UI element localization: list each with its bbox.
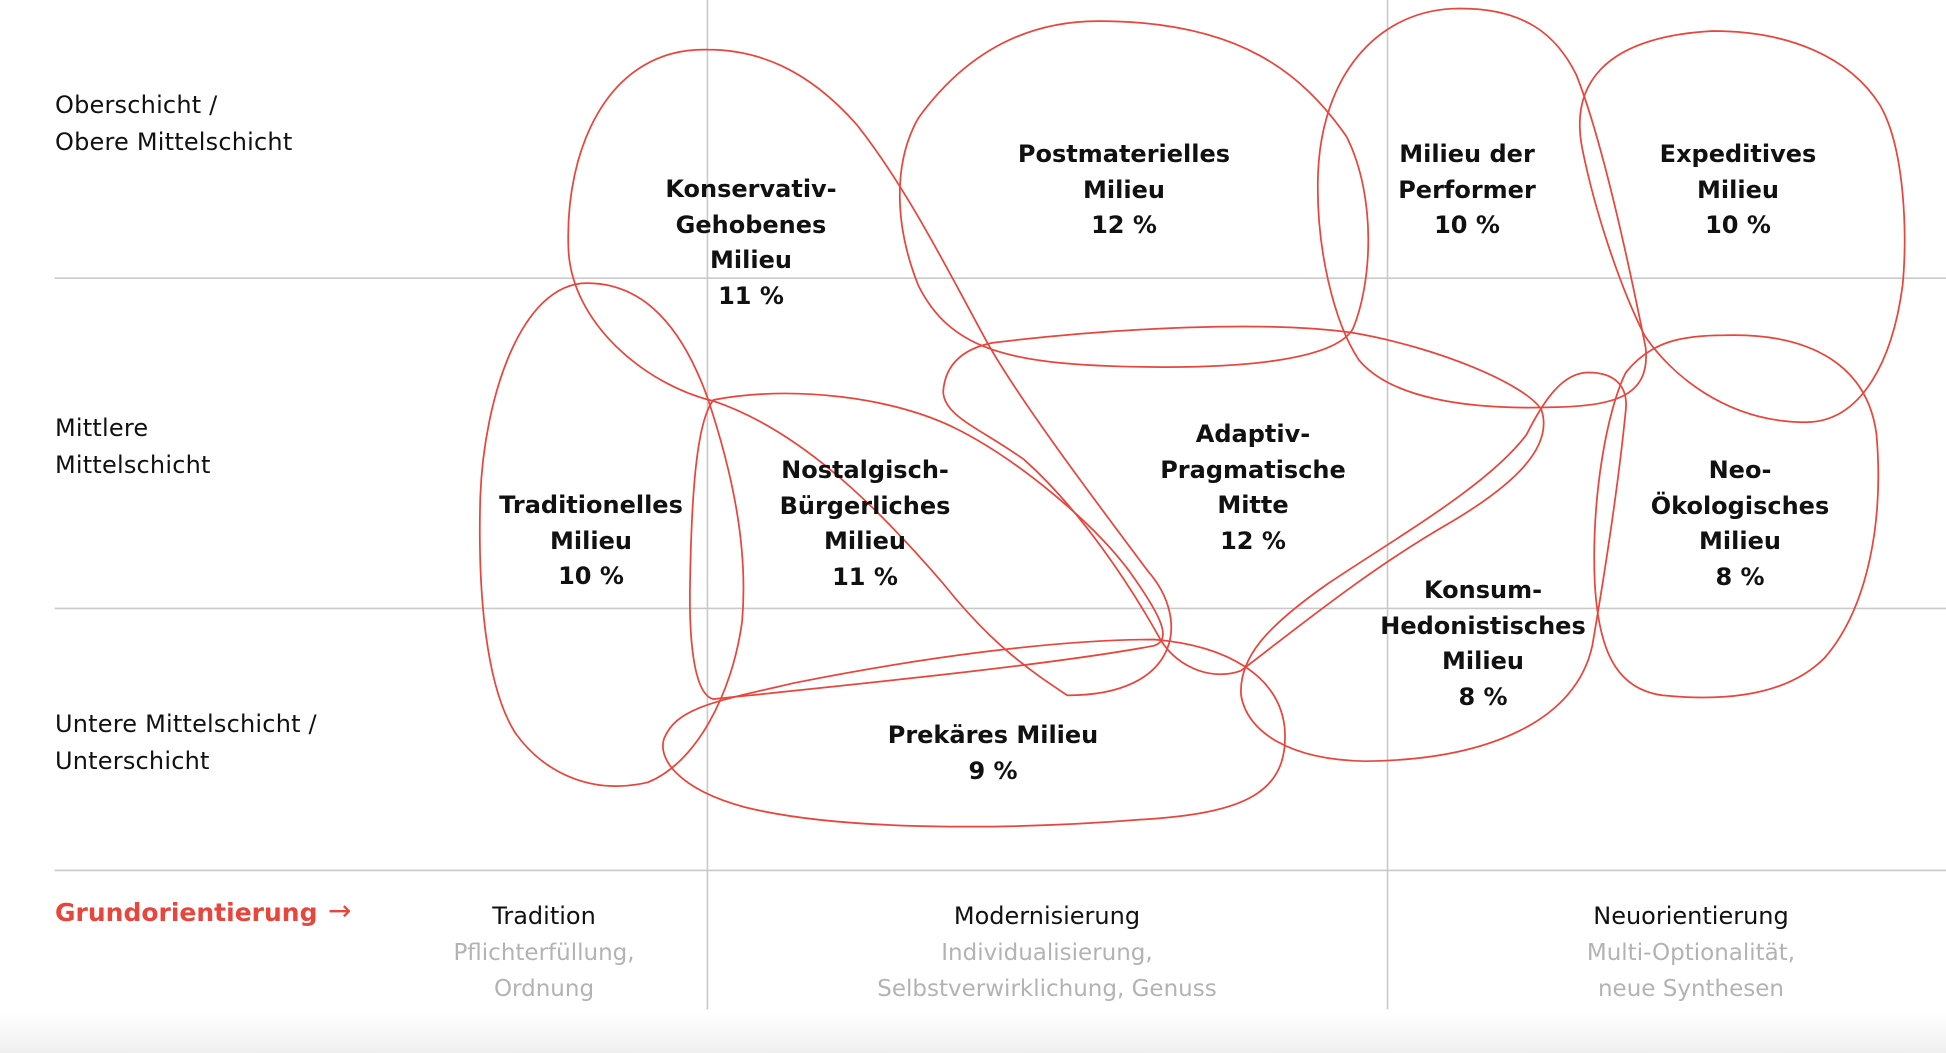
milieu-share: 10 % [1434, 211, 1500, 239]
milieu-name-line: Postmaterielles [1017, 140, 1231, 168]
milieu-konservativ-gehobenes: Konservativ- Gehobenes Milieu 11 % [665, 172, 836, 314]
milieu-share: 8 % [1458, 682, 1508, 711]
blob-konservativ-gehobenes [567, 48, 1172, 697]
blob-konsum-hedonistisches [1240, 371, 1627, 763]
milieu-name-line: Ökologisches [1650, 491, 1830, 520]
milieu-traditionelles: Traditionelles Milieu 10 % [499, 488, 683, 595]
milieu-nostalgisch-buergerliches: Nostalgisch- Bürgerliches Milieu 11 % [780, 453, 951, 595]
milieu-name-line: Hedonistisches [1380, 611, 1586, 640]
bottom-fade [0, 1012, 1946, 1053]
blob-nostalgisch-buergerliches [689, 392, 1164, 700]
milieu-name-line: Expeditives [1659, 140, 1817, 168]
milieu-postmaterielles: Postmaterielles Milieu 12 % [1018, 137, 1230, 244]
milieu-share: 9 % [968, 756, 1018, 785]
orientation-subtitle: Pflichterfüllung, [453, 940, 635, 966]
milieu-share: 11 % [832, 562, 898, 591]
orientation-title: Modernisierung [953, 902, 1141, 930]
row-label-upper-line2: Obere Mittelschicht [55, 128, 293, 156]
milieu-name-line: Milieu [1697, 175, 1779, 204]
row-label-upper: Oberschicht / Obere Mittelschicht [55, 87, 292, 161]
milieu-share: 10 % [558, 562, 624, 590]
orientation-title: Tradition [492, 902, 596, 930]
orientation-title: Neuorientierung [1593, 902, 1789, 930]
blob-postmaterielles [898, 20, 1370, 368]
orientation-subtitle: neue Synthesen [1597, 976, 1784, 1002]
milieu-name-line: Milieu [710, 246, 792, 274]
orientation-subtitle: Ordnung [493, 976, 595, 1002]
blob-expeditives [1578, 30, 1906, 424]
milieu-share: 12 % [1220, 526, 1286, 555]
milieu-name-line: Traditionelles [499, 491, 683, 519]
milieu-name-line: Mitte [1217, 491, 1289, 519]
milieu-share: 8 % [1715, 562, 1765, 591]
row-label-upper-line1: Oberschicht / [55, 91, 218, 119]
orientation-subtitle: Selbstverwirklichung, Genuss [877, 976, 1217, 1002]
milieu-name-line: Konservativ- [665, 175, 837, 203]
milieu-performer: Milieu der Performer 10 % [1398, 137, 1536, 244]
milieu-name-line: Adaptiv- [1195, 420, 1311, 448]
milieu-name-line: Konsum- [1423, 576, 1543, 604]
milieu-prekaeres: Prekäres Milieu 9 % [888, 718, 1099, 789]
milieu-expeditives: Expeditives Milieu 10 % [1660, 137, 1817, 244]
blob-performer [1316, 7, 1647, 409]
milieu-name-line: Nostalgisch- [781, 456, 949, 484]
blob-adaptiv-pragmatische [942, 325, 1545, 676]
milieu-name-line: Prekäres Milieu [887, 721, 1099, 749]
orientation-tradition: Tradition Pflichterfüllung, Ordnung [453, 898, 634, 1008]
orientation-neuorientierung: Neuorientierung Multi-Optionalität, neue… [1587, 898, 1795, 1008]
milieu-name-line: Milieu [550, 526, 632, 555]
blob-prekaeres [662, 638, 1286, 828]
milieu-neo-oekologisches: Neo- Ökologisches Milieu 8 % [1651, 453, 1830, 595]
row-label-lower: Untere Mittelschicht / Unterschicht [55, 706, 317, 780]
milieu-share: 12 % [1091, 211, 1157, 239]
milieu-share: 11 % [718, 281, 784, 310]
milieu-share: 10 % [1705, 211, 1771, 239]
orientation-subtitle: Multi-Optionalität, [1586, 940, 1796, 966]
row-label-middle-line2: Mittelschicht [55, 451, 211, 479]
milieu-name-line: Gehobenes [675, 210, 827, 239]
row-label-lower-line1: Untere Mittelschicht / [55, 710, 317, 738]
milieu-name-line: Milieu [1442, 647, 1524, 675]
orientation-modernisierung: Modernisierung Individualisierung, Selbs… [877, 898, 1216, 1008]
orientation-subtitle: Individualisierung, [941, 940, 1153, 966]
milieu-name-line: Neo- [1708, 456, 1772, 484]
blob-neo-oekologisches [1593, 334, 1880, 699]
milieu-name-line: Milieu [824, 527, 906, 555]
milieu-konsum-hedonistisches: Konsum- Hedonistisches Milieu 8 % [1380, 573, 1586, 715]
arrow-right-icon: → [328, 894, 352, 927]
row-label-middle: Mittlere Mittelschicht [55, 410, 211, 484]
row-label-middle-line1: Mittlere [55, 414, 149, 442]
milieu-name-line: Bürgerliches [779, 491, 951, 520]
milieu-name-line: Performer [1398, 175, 1536, 204]
milieu-name-line: Milieu [1083, 175, 1165, 204]
blob-traditionelles [478, 282, 745, 787]
milieu-name-line: Pragmatische [1160, 455, 1346, 484]
row-label-lower-line2: Unterschicht [55, 747, 210, 775]
milieu-name-line: Milieu der [1399, 140, 1535, 168]
axis-label: Grundorientierung [55, 898, 318, 927]
milieu-adaptiv-pragmatische: Adaptiv- Pragmatische Mitte 12 % [1160, 417, 1346, 559]
milieu-name-line: Milieu [1699, 527, 1781, 555]
